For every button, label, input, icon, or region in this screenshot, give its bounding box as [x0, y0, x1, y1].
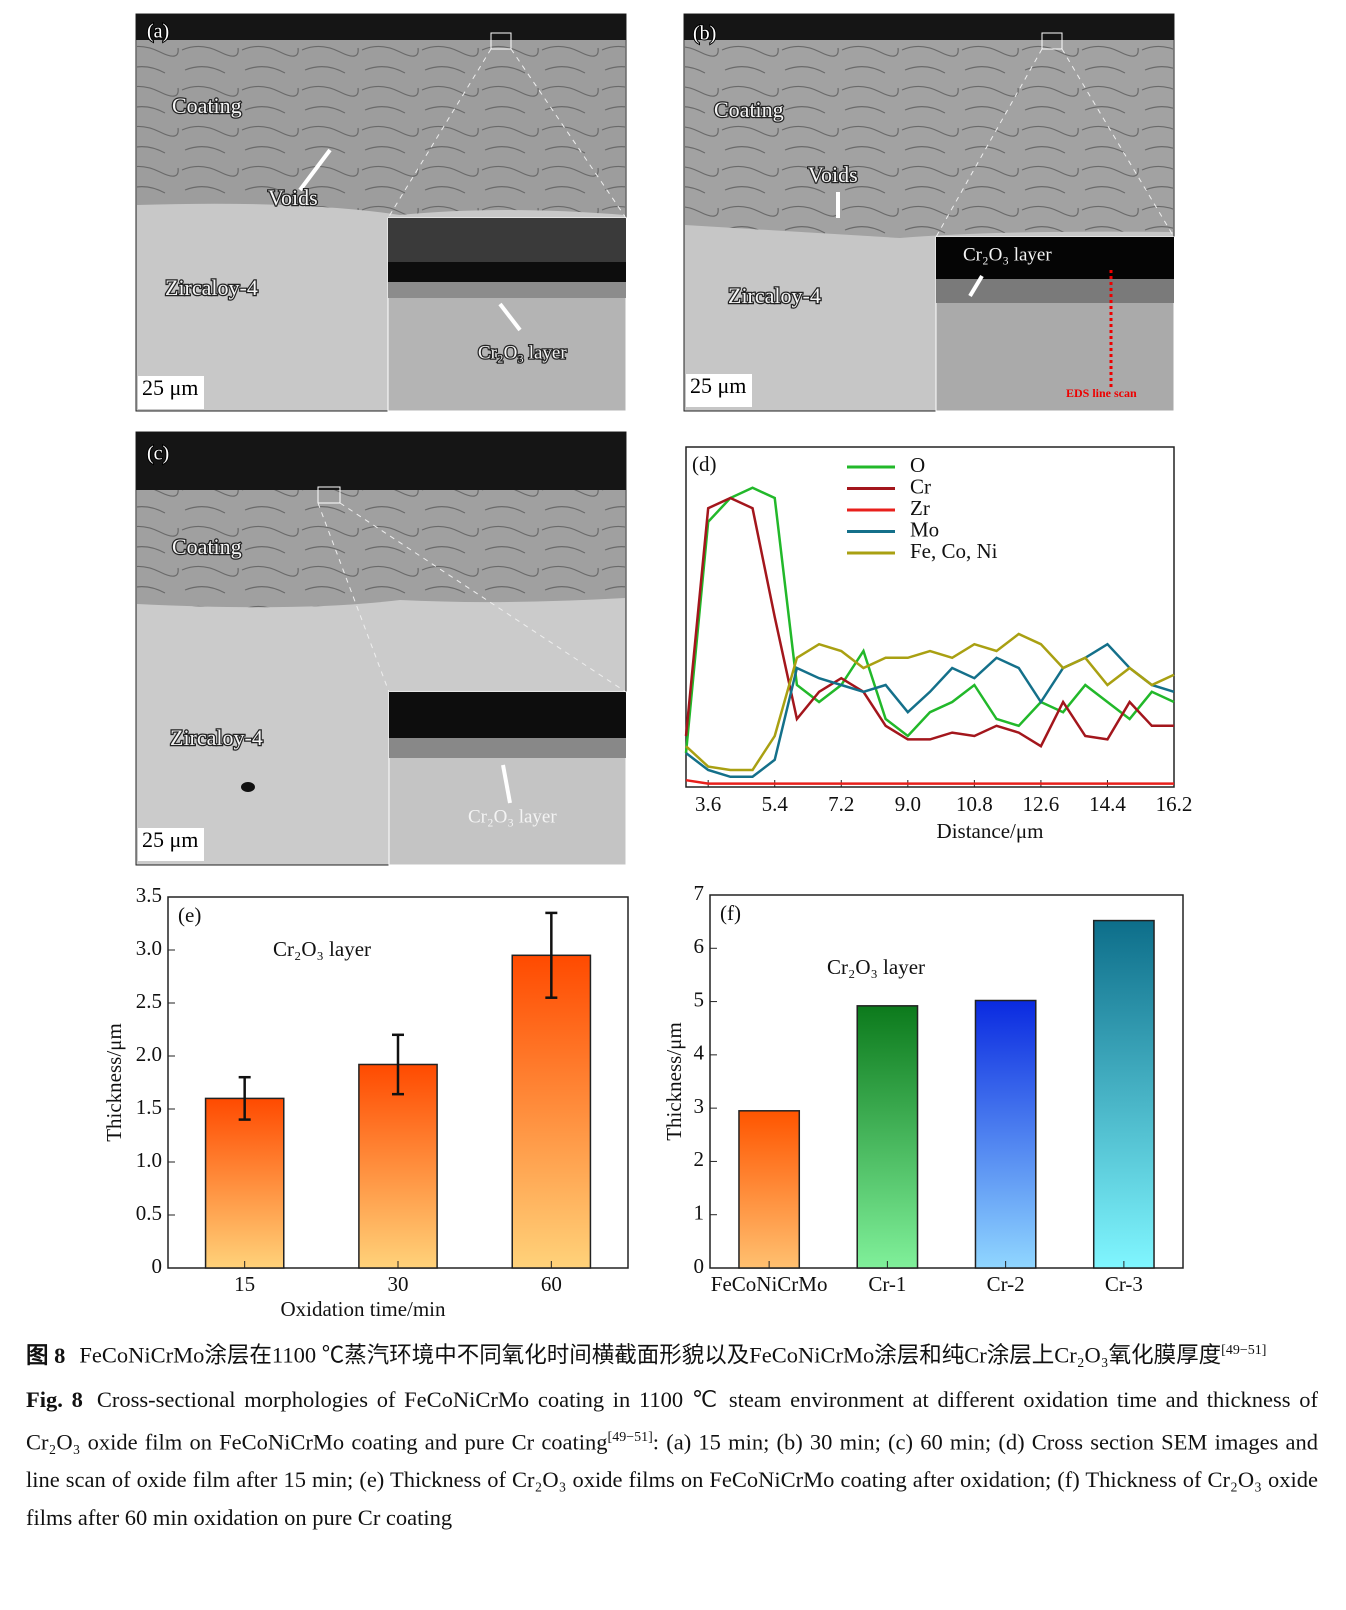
x-tick-label: Cr-3 [1105, 1272, 1143, 1296]
panel-label: (d) [692, 452, 717, 476]
y-tick-label: 3.0 [136, 936, 162, 960]
caption-cn: 图 8 FeCoNiCrMo涂层在1100 ℃蒸汽环境中不同氧化时间横截面形貌以及… [26, 1332, 1318, 1375]
y-axis-label: Thickness/μm [662, 1022, 686, 1141]
error-bar [392, 1033, 404, 1096]
y-tick-label: 1.0 [136, 1148, 162, 1172]
x-tick-label: Cr-1 [868, 1272, 906, 1296]
plot-frame [685, 446, 1175, 788]
y-tick-label: 5 [694, 987, 705, 1011]
annotation: Coating [172, 534, 242, 559]
caption-text: Cross-sectional morphologies of FeCoNiCr… [26, 1386, 1318, 1455]
data-line [684, 486, 1175, 754]
x-tick-label: 7.2 [828, 792, 854, 816]
caption: 图 8 FeCoNiCrMo涂层在1100 ℃蒸汽环境中不同氧化时间横截面形貌以及… [26, 1332, 1318, 1543]
data-line [685, 778, 1174, 785]
y-tick-label: 7 [694, 881, 705, 905]
x-axis-label: Distance/μm [937, 819, 1044, 843]
x-tick-label: 14.4 [1089, 792, 1126, 816]
annotation: EDS line scan [1066, 386, 1137, 400]
x-tick-label: Cr-2 [987, 1272, 1025, 1296]
panel-label: (c) [147, 443, 169, 465]
annotation: Cr₂O₃ layer [273, 937, 371, 961]
caption-label: Fig. 8 [26, 1386, 83, 1412]
x-tick-label: 9.0 [895, 792, 921, 816]
y-tick-label: 2.0 [136, 1042, 162, 1066]
y-tick-label: 0.5 [136, 1201, 162, 1225]
error-bar [545, 911, 558, 999]
y-tick-label: 1 [694, 1201, 705, 1225]
caption-en: Fig. 8 Cross-sectional morphologies of Fe… [26, 1381, 1318, 1538]
reference: [49−51] [1221, 1343, 1267, 1358]
annotation: Coating [714, 97, 784, 122]
caption-text: : (a) 15 min; (b) 30 min; (c) 60 min; (d… [26, 1429, 1318, 1530]
sem-panel-b: (b) Coating Voids Zircaloy-4 Cr₂O₃ layer… [683, 13, 1175, 412]
scale-bar: 25 μm [142, 827, 198, 852]
y-tick-label: 0 [694, 1254, 705, 1278]
bar [1092, 919, 1155, 1269]
y-tick-label: 2.5 [136, 989, 162, 1013]
panel-label: (e) [178, 903, 201, 927]
data-line [685, 642, 1175, 779]
annotation: Zircaloy-4 [170, 725, 263, 750]
annotation: Cr₂O₃ layer [963, 244, 1052, 265]
y-tick-label: 2 [694, 1147, 705, 1171]
y-tick-label: 6 [694, 934, 705, 958]
y-tick-label: 3.5 [136, 883, 162, 907]
bar [358, 1063, 438, 1269]
x-axis-label: Oxidation time/min [280, 1297, 446, 1320]
bar [511, 954, 592, 1269]
sem-panel-a: (a) Coating Voids Zircaloy-4 Cr₂O₃ layer… [135, 13, 627, 412]
sem-panel-c: (c) Coating Zircaloy-4 Cr₂O₃ layer 25 μm [135, 431, 627, 866]
scale-bar: 25 μm [142, 375, 198, 400]
error-bar [238, 1075, 251, 1121]
caption-label: 图 8 [26, 1342, 66, 1368]
x-tick-label: 30 [388, 1272, 409, 1296]
annotation: Zircaloy-4 [165, 275, 258, 300]
bar [738, 1110, 801, 1269]
x-tick-label: 3.6 [695, 792, 721, 816]
y-tick-label: 3 [694, 1094, 705, 1118]
annotation: Cr₂O₃ layer [468, 806, 557, 827]
y-tick-label: 4 [694, 1041, 705, 1065]
legend-label: Zr [910, 496, 930, 520]
x-tick-label: 16.2 [1156, 792, 1193, 816]
annotation: Cr₂O₃ layer [827, 955, 925, 979]
data-line [685, 632, 1175, 772]
annotation: Coating [172, 93, 242, 118]
legend-label: Mo [910, 517, 939, 541]
x-tick-label: FeCoNiCrMo [711, 1272, 828, 1296]
legend-label: O [910, 453, 925, 477]
data-line [684, 496, 1174, 748]
y-axis-label: Thickness/μm [102, 1023, 126, 1142]
annotation: Zircaloy-4 [728, 283, 821, 308]
figure: (a) Coating Voids Zircaloy-4 Cr₂O₃ layer… [102, 13, 1193, 1320]
y-tick-label: 1.5 [136, 1095, 162, 1119]
x-tick-label: 15 [234, 1272, 255, 1296]
panel-label: (b) [693, 23, 716, 45]
annotation: Voids [808, 162, 858, 187]
annotation: Cr₂O₃ layer [478, 342, 567, 363]
legend-label: Cr [910, 474, 931, 498]
annotation: Voids [268, 185, 318, 210]
legend-label: Fe, Co, Ni [910, 539, 998, 563]
x-tick-label: 10.8 [956, 792, 993, 816]
x-tick-label: 5.4 [762, 792, 789, 816]
scale-bar: 25 μm [690, 373, 746, 398]
bar [974, 999, 1037, 1269]
y-tick-label: 0 [152, 1254, 163, 1278]
x-tick-label: 12.6 [1023, 792, 1060, 816]
bar [856, 1005, 919, 1269]
panel-label: (f) [720, 901, 741, 925]
reference: [49−51] [607, 1429, 653, 1445]
bar [204, 1097, 285, 1269]
caption-text: FeCoNiCrMo涂层在1100 ℃蒸汽环境中不同氧化时间横截面形貌以及FeC… [79, 1342, 1222, 1368]
x-tick-label: 60 [541, 1272, 562, 1296]
panel-label: (a) [147, 21, 169, 43]
